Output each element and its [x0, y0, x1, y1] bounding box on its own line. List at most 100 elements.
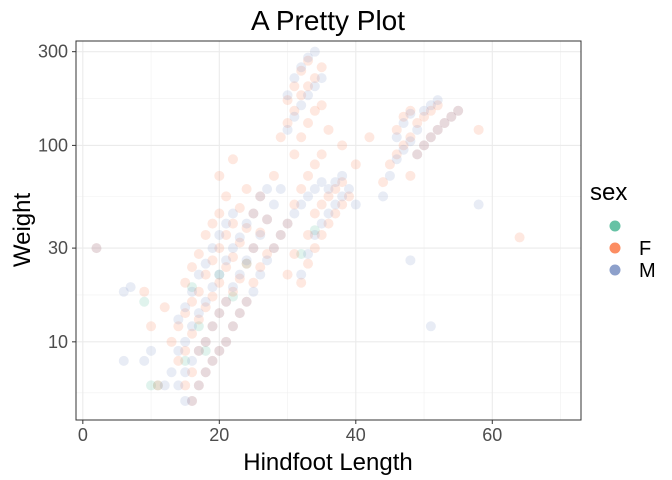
x-axis-title: Hindfoot Length [243, 449, 412, 476]
data-point-na [200, 345, 211, 356]
data-point-f [316, 62, 327, 73]
data-point-f [234, 308, 245, 319]
data-point-f [296, 132, 307, 143]
data-point-f [343, 191, 354, 202]
data-point-f [282, 269, 293, 280]
data-point-f [200, 229, 211, 240]
data-point-f [289, 149, 300, 160]
data-point-na [146, 380, 157, 391]
data-point-f [419, 111, 430, 122]
data-point-m [268, 199, 279, 210]
data-point-f [268, 243, 279, 254]
data-point-m [187, 286, 198, 297]
data-point-m [412, 124, 423, 135]
data-point-f [173, 355, 184, 366]
data-point-m [166, 367, 177, 378]
data-point-m [439, 118, 450, 129]
data-point-m [412, 149, 423, 160]
data-point-f [241, 183, 252, 194]
data-point-m [146, 345, 157, 356]
x-tick-label: 40 [346, 425, 366, 445]
data-point-m [289, 208, 300, 219]
data-point-f [227, 154, 238, 165]
data-point-m [180, 367, 191, 378]
data-point-m [378, 191, 389, 202]
data-point-m [214, 269, 225, 280]
data-point-na [180, 355, 191, 366]
data-point-m [221, 218, 232, 229]
data-point-m [425, 100, 436, 111]
data-point-m [221, 255, 232, 266]
data-point-f [289, 248, 300, 259]
data-point-na [152, 380, 163, 391]
data-point-m [405, 255, 416, 266]
data-point-f [221, 262, 232, 273]
data-point-f [303, 258, 314, 269]
data-point-m [207, 355, 218, 366]
data-point-f [323, 124, 334, 135]
data-point-m [248, 286, 259, 297]
data-point-m [323, 183, 334, 194]
data-point-m [296, 100, 307, 111]
data-point-m [316, 218, 327, 229]
data-point-f [187, 296, 198, 307]
data-point-m [207, 321, 218, 332]
data-point-m [384, 170, 395, 181]
data-point-f [200, 336, 211, 347]
data-point-f [473, 124, 484, 135]
data-point-f [282, 95, 293, 106]
data-point-m [193, 308, 204, 319]
data-point-f [214, 170, 225, 181]
data-point-m [241, 296, 252, 307]
data-point-f [200, 269, 211, 280]
data-point-m [405, 108, 416, 119]
data-point-m [234, 232, 245, 243]
data-point-m [330, 177, 341, 188]
x-tick-label: 0 [78, 425, 88, 445]
data-point-f [214, 277, 225, 288]
data-point-m [200, 296, 211, 307]
data-point-m [187, 395, 198, 406]
data-point-m [91, 243, 102, 254]
data-point-f [187, 328, 198, 339]
data-point-f [303, 55, 314, 66]
data-point-f [405, 132, 416, 143]
data-point-f [323, 191, 334, 202]
data-point-m [248, 243, 259, 254]
data-point-f [193, 314, 204, 325]
data-point-f [268, 170, 279, 181]
data-point-f [180, 308, 191, 319]
data-point-f [309, 105, 320, 116]
data-point-m [282, 218, 293, 229]
data-point-m [200, 258, 211, 269]
data-point-f [364, 132, 375, 143]
y-tick-label: 10 [48, 332, 68, 352]
data-point-m [173, 345, 184, 356]
data-point-f [446, 111, 457, 122]
data-point-m [227, 243, 238, 254]
chart-title: A Pretty Plot [251, 5, 405, 36]
data-point-f [391, 124, 402, 135]
data-point-f [432, 100, 443, 111]
data-point-m [289, 73, 300, 84]
data-point-m [337, 170, 348, 181]
data-point-f [296, 65, 307, 76]
data-point-f [337, 177, 348, 188]
data-point-m [248, 208, 259, 219]
data-point-f [309, 208, 320, 219]
data-point-m [343, 183, 354, 194]
data-point-m [337, 191, 348, 202]
data-point-m [303, 52, 314, 63]
data-point-f [187, 262, 198, 273]
data-point-m [309, 229, 320, 240]
data-point-m [241, 255, 252, 266]
data-point-m [187, 355, 198, 366]
data-point-f [214, 345, 225, 356]
data-point-m [207, 282, 218, 293]
data-point-m [316, 177, 327, 188]
data-point-f [391, 149, 402, 160]
data-point-m [289, 111, 300, 122]
data-point-f [384, 159, 395, 170]
plot-panel [76, 41, 581, 420]
data-point-m [200, 336, 211, 347]
